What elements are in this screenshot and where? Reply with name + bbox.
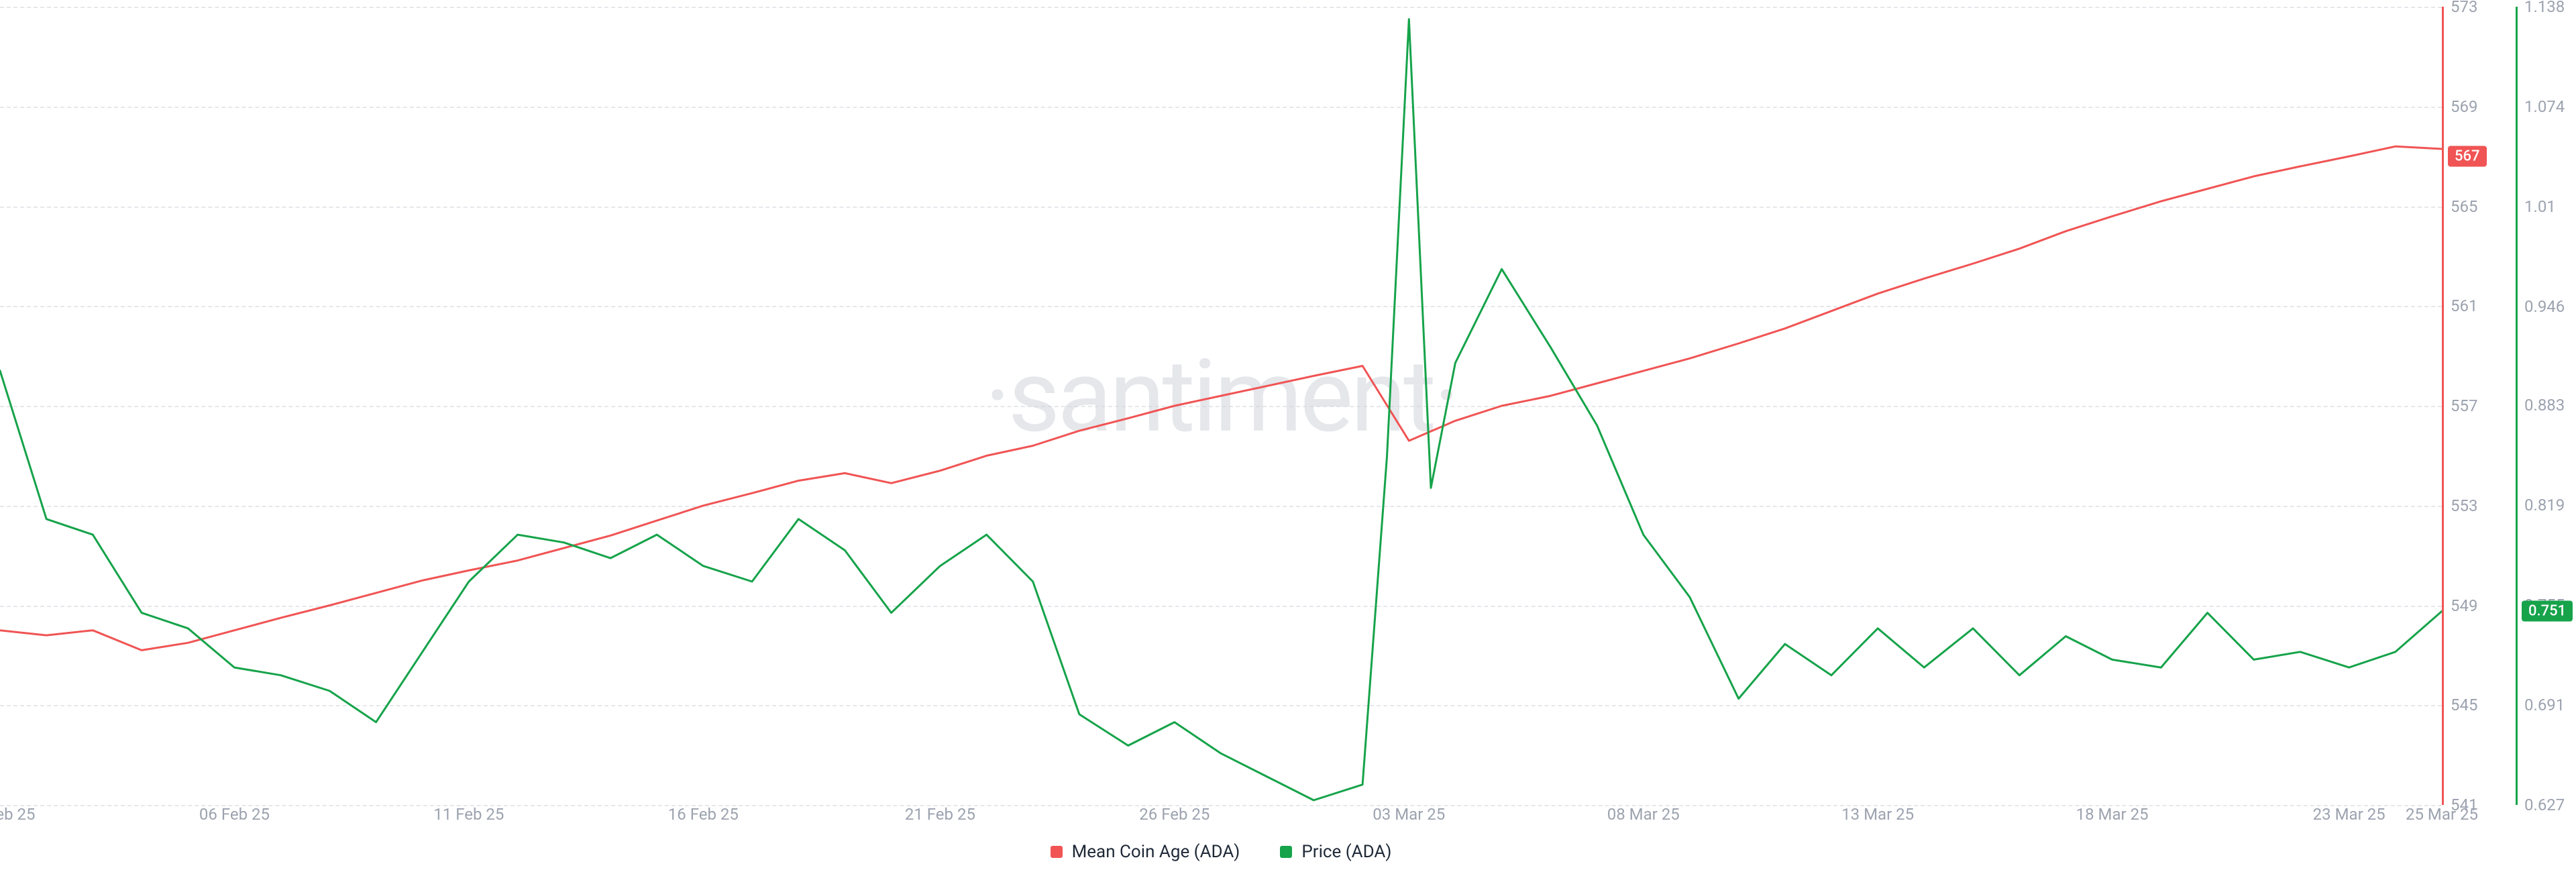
series-line (0, 146, 2442, 650)
x-tick: 03 Mar 25 (1373, 805, 1445, 824)
y-tick-right: 0.883 (2524, 396, 2565, 415)
y-tick-right: 1.074 (2524, 97, 2565, 116)
legend-swatch (1051, 846, 1063, 858)
y-tick-left: 545 (2451, 696, 2477, 714)
y-tick-left: 565 (2451, 197, 2477, 216)
x-tick: 16 Feb 25 (668, 805, 739, 824)
series-line (0, 19, 2442, 800)
chart-container: ·santiment· 5415455495535575615655695735… (0, 0, 2576, 872)
y-tick-right: 0.819 (2524, 496, 2565, 514)
y-axis-price: 0.6270.6910.7550.8190.8830.9461.011.0741… (2516, 7, 2576, 805)
y-tick-right: 0.691 (2524, 696, 2565, 714)
x-tick: 23 Mar 25 (2313, 805, 2385, 824)
x-tick: 08 Mar 25 (1607, 805, 1680, 824)
legend-item[interactable]: Mean Coin Age (ADA) (1051, 842, 1240, 862)
legend: Mean Coin Age (ADA) Price (ADA) (0, 837, 2442, 867)
y-tick-left: 561 (2451, 296, 2477, 315)
legend-swatch (1280, 846, 1292, 858)
x-tick: 25 Mar 25 (2406, 805, 2478, 824)
line-svg (0, 7, 2442, 805)
y-axis-mean-coin-age: 541545549553557561565569573567 (2442, 7, 2502, 805)
legend-item[interactable]: Price (ADA) (1280, 842, 1391, 862)
x-tick: 11 Feb 25 (433, 805, 504, 824)
legend-label: Mean Coin Age (ADA) (1072, 842, 1240, 862)
y-tick-left: 557 (2451, 396, 2477, 415)
y-tick-right: 1.138 (2524, 0, 2565, 16)
y-tick-left: 553 (2451, 496, 2477, 515)
legend-label: Price (ADA) (1301, 842, 1391, 862)
x-tick: 21 Feb 25 (905, 805, 975, 824)
y-tick-left: 573 (2451, 0, 2477, 16)
x-tick: 18 Mar 25 (2076, 805, 2149, 824)
x-tick: 26 Feb 25 (1139, 805, 1210, 824)
x-axis: 01 Feb 25 06 Feb 25 11 Feb 25 16 Feb 25 21 F… (0, 805, 2442, 832)
y-tick-right: 0.946 (2524, 297, 2565, 316)
x-tick: 01 Feb 25 (0, 805, 36, 824)
y-tick-left: 549 (2451, 596, 2477, 615)
x-tick: 06 Feb 25 (199, 805, 270, 824)
y-tick-left: 569 (2451, 97, 2477, 116)
y-tick-right: 1.01 (2524, 197, 2556, 216)
y-tick-right: 0.627 (2524, 796, 2565, 814)
current-value-badge-price: 0.751 (2522, 601, 2573, 622)
plot-area: ·santiment· (0, 7, 2442, 805)
current-value-badge-mean-coin-age: 567 (2448, 146, 2487, 167)
x-tick: 13 Mar 25 (1841, 805, 1914, 824)
